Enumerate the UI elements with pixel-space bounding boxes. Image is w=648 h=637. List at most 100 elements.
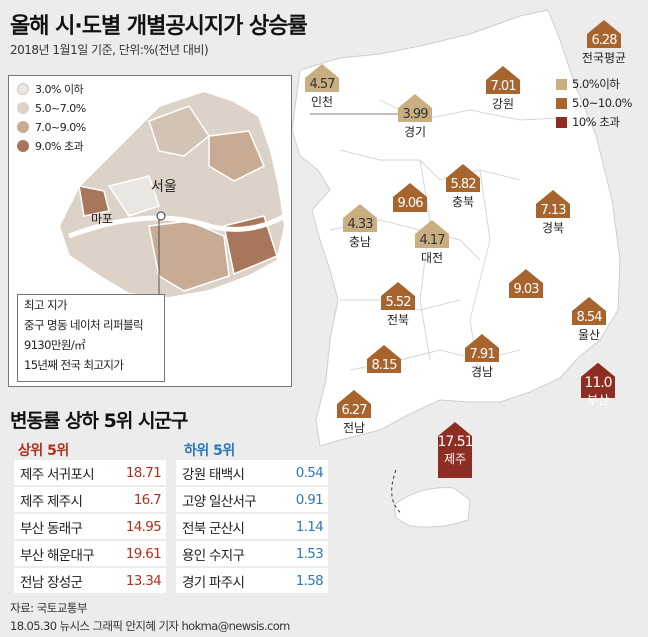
region-marker: 3.99 경기 — [398, 94, 432, 139]
range-legend-item: 10% 초과 — [556, 114, 620, 130]
table-row: 부산 동래구 14.95 — [14, 514, 166, 539]
region-value-label: 6.27 — [342, 403, 368, 418]
region-marker: 8.54 울산 — [572, 297, 606, 342]
table-row: 제주 제주시 16.7 — [14, 487, 166, 512]
inset-legend-item: 5.0~7.0% — [17, 101, 86, 115]
region-name-label: 전남 — [343, 421, 365, 435]
region-name-label: 대구 — [515, 299, 537, 313]
inset-legend-item: 7.0~9.0% — [17, 120, 86, 134]
table-row: 제주 서귀포시 18.71 — [14, 460, 166, 485]
region-bar — [398, 94, 432, 122]
table-row: 강원 태백시 0.54 — [176, 460, 328, 485]
region-name: 전남 장성군 — [20, 574, 83, 591]
range-swatch-low — [556, 78, 567, 90]
region-name-label: 전국평균 — [582, 51, 626, 65]
range-legend-item: 5.0%이하 — [556, 76, 620, 92]
region-name-label: 대전 — [421, 251, 443, 265]
rate-value: 0.91 — [295, 491, 324, 508]
region-name-label: 세종 — [399, 213, 421, 227]
region-name: 강원 태백시 — [182, 466, 245, 483]
han-river — [68, 213, 287, 239]
chart-subtitle: 2018년 1월1일 기준, 단위:%(전년 대비) — [10, 43, 209, 57]
region-bar — [587, 20, 621, 48]
region-bar — [509, 269, 543, 298]
region-value-label: 7.13 — [541, 203, 567, 218]
rate-value: 0.54 — [295, 464, 324, 481]
region-value-label: 5.82 — [451, 177, 476, 192]
region-value-label: 6.28 — [592, 33, 618, 48]
top-price-info: 최고 지가 중구 명동 네이처 리퍼블릭 9130만원/㎡ 15년째 전국 최고… — [17, 294, 165, 382]
rankings-title: 변동률 상하 5위 시군구 — [10, 410, 188, 432]
region-bar — [337, 390, 371, 418]
inset-legend-item: 3.0% 이하 — [17, 82, 84, 96]
region-name: 제주 제주시 — [20, 493, 83, 510]
region-value-label: 8.54 — [577, 310, 603, 325]
region-bar — [381, 282, 415, 310]
region-bar — [581, 362, 615, 398]
region-marker: 7.91 경남 — [465, 334, 499, 379]
rate-value: 14.95 — [125, 518, 162, 535]
seoul-district — [148, 105, 211, 157]
range-legend-label: 5.0~10.0% — [572, 96, 632, 110]
seoul-district-mapo — [78, 185, 110, 217]
region-bar — [305, 64, 339, 92]
region-marker: 4.57 인천 — [305, 64, 339, 109]
region-value-label: 3.99 — [403, 107, 429, 122]
region-name: 부산 동래구 — [20, 520, 83, 537]
bottom5-table: 하위 5위 강원 태백시 0.54 고양 일산서구 0.91 전북 군산시 1.14 … — [176, 440, 328, 595]
info-line: 15년째 전국 최고지가 — [24, 358, 124, 372]
region-marker: 7.01 강원 — [486, 66, 520, 111]
region-bar — [465, 334, 499, 362]
region-bar — [438, 421, 472, 478]
region-value-label: 9.06 — [398, 196, 424, 211]
rate-value: 1.58 — [295, 572, 324, 589]
region-value-label: 9.03 — [514, 282, 540, 297]
seoul-inset: 3.0% 이하 5.0~7.0% 7.0~9.0% 9.0% 초과 서울 마포 … — [8, 75, 292, 387]
region-value-label: 4.17 — [420, 233, 446, 248]
region-value-label: 5.52 — [386, 295, 411, 310]
jeju-leader-line — [391, 469, 403, 515]
region-marker: 4.17 대전 — [415, 220, 449, 265]
region-bar — [536, 190, 570, 218]
region-marker: 7.13 경북 — [536, 190, 570, 235]
region-marker: 6.28 전국평균 — [582, 20, 626, 65]
source-note: 자료: 국토교통부 — [10, 601, 88, 615]
credit-note: 18.05.30 뉴시스 그래픽 안지혜 기자 hokma@newsis.com — [10, 619, 290, 633]
legend-swatch-lowest — [17, 83, 29, 95]
region-value-label: 11.0 — [584, 375, 611, 391]
seoul-map — [57, 89, 287, 300]
region-name: 용인 수지구 — [182, 547, 245, 564]
region-bar — [486, 66, 520, 94]
region-bar — [415, 220, 449, 248]
region-name-label: 충북 — [452, 195, 474, 209]
inset-legend-label: 3.0% 이하 — [35, 83, 84, 96]
inset-legend-label: 5.0~7.0% — [35, 101, 86, 115]
region-value-label: 4.57 — [310, 77, 336, 92]
inset-legend-label: 9.0% 초과 — [35, 140, 84, 153]
region-marker: 9.06 세종 — [393, 183, 427, 227]
region-bar — [343, 204, 377, 232]
region-name: 제주 서귀포시 — [20, 466, 95, 483]
region-name: 부산 해운대구 — [20, 547, 95, 564]
region-value-label: 8.15 — [372, 358, 398, 373]
range-legend-label: 5.0%이하 — [572, 77, 620, 91]
top5-header: 상위 5위 — [18, 443, 69, 459]
mapo-label: 마포 — [91, 212, 114, 226]
region-marker: 5.52 전북 — [381, 282, 415, 327]
info-line: 중구 명동 네이처 리퍼블릭 — [24, 318, 144, 332]
region-name-label: 울산 — [578, 328, 600, 342]
table-row: 용인 수지구 1.53 — [176, 541, 328, 566]
region-marker: 5.82 충북 — [446, 164, 480, 209]
region-marker: 4.33 충남 — [343, 204, 377, 249]
table-row: 전남 장성군 13.34 — [14, 568, 166, 593]
region-name-label: 경남 — [471, 365, 493, 379]
table-row: 고양 일산서구 0.91 — [176, 487, 328, 512]
region-value-label: 17.51 — [437, 434, 472, 450]
table-row: 부산 해운대구 19.61 — [14, 541, 166, 566]
region-value-label: 7.01 — [491, 79, 517, 94]
region-value-label: 7.91 — [470, 347, 496, 362]
rate-value: 13.34 — [125, 572, 162, 589]
rate-value: 16.7 — [133, 491, 162, 508]
rate-value: 19.61 — [125, 545, 162, 562]
region-name: 전북 군산시 — [182, 520, 245, 537]
